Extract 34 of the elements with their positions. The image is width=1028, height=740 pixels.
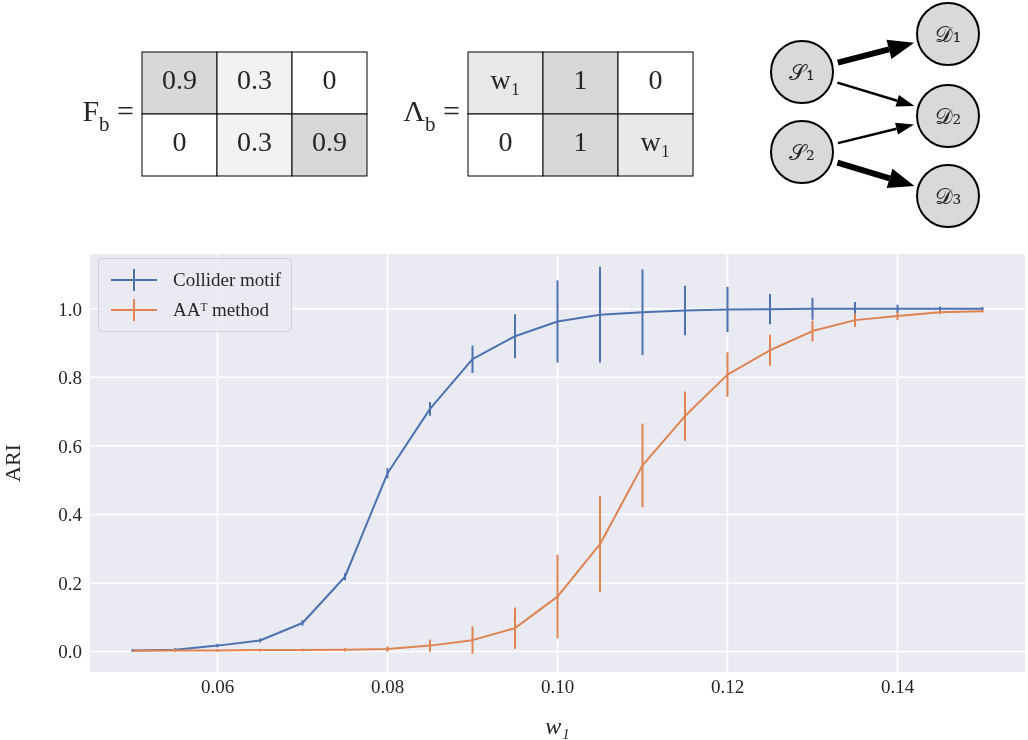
legend-label: AAᵀ method [173,299,270,321]
x-tick-label: 0.08 [370,676,405,698]
data-label: 0 [322,64,337,96]
y-tick-label: 0.8 [58,367,82,389]
x-tick-label: 0.06 [200,676,235,698]
text: 𝒟₃ [934,184,962,209]
data-label: 0.3 [237,64,272,96]
text: F$_{b}$ = [82,93,134,136]
legend-label: Collider motif [173,269,282,291]
y-tick-label: 1.0 [58,298,82,320]
text: 1 [573,126,588,158]
data-label: 0.9 [312,126,347,158]
text: 1 [573,64,588,96]
text: 0 [498,126,513,158]
x-tick-label: 0.12 [710,676,745,698]
data-label: 0.3 [237,126,272,158]
y-tick-label: 0.0 [58,641,82,663]
text: 𝒮₂ [789,140,815,165]
x-tick-label: 0.10 [540,676,575,698]
x-axis-title: w₁ [545,713,570,739]
text: w₁ [490,64,521,96]
text: w₁ [640,126,671,158]
data-label: 0.9 [162,64,197,96]
text: 0 [648,64,663,96]
y-axis-title: ARI [0,444,25,482]
text: Λ$_{b}$ = [403,93,460,136]
y-tick-label: 0.2 [58,572,82,594]
text: 𝒮₁ [789,60,815,85]
x-tick-label: 0.14 [880,676,915,698]
y-tick-label: 0.6 [58,435,82,457]
y-tick-label: 0.4 [58,504,83,526]
data-label: 0 [172,126,187,158]
text: 𝒟₂ [934,104,962,129]
text: 𝒟₁ [934,22,962,47]
